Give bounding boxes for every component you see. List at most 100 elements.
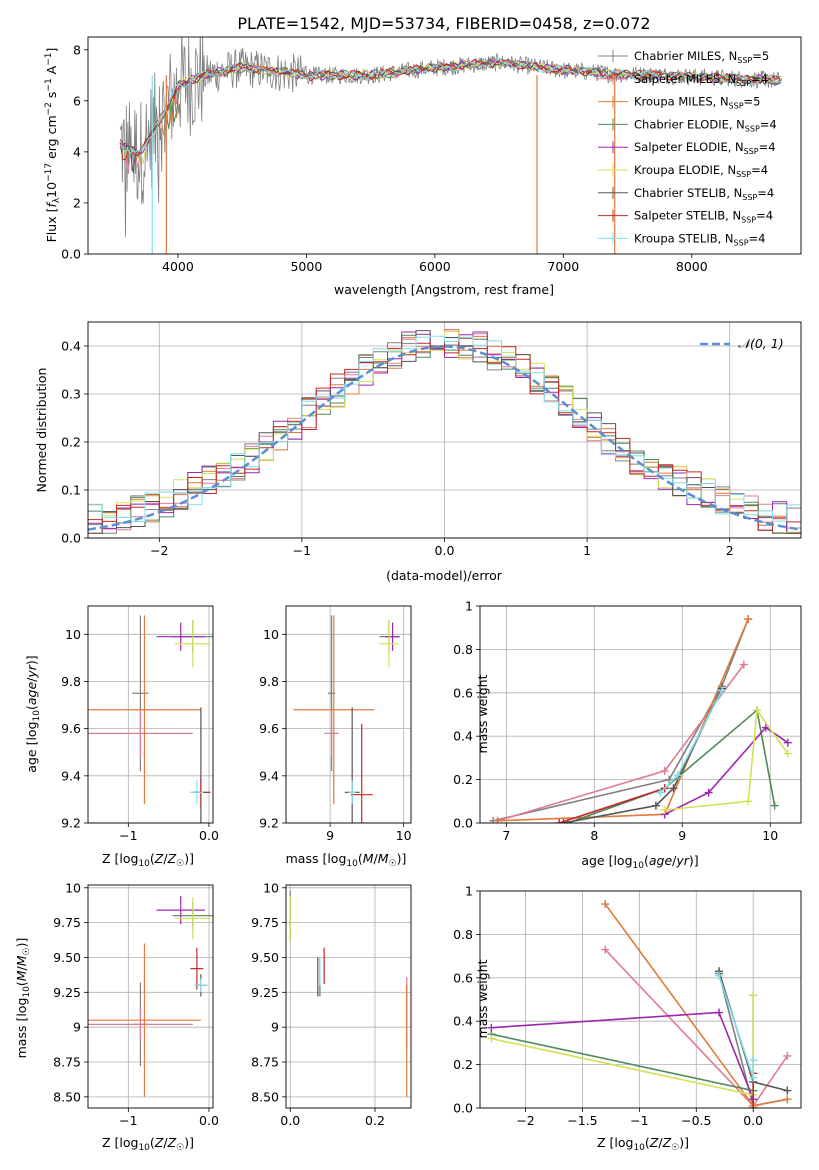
axes-frame — [87, 605, 214, 824]
x-tick-label: −1 — [119, 828, 137, 843]
spectrum-xlabel: wavelength [Angstrom, rest frame] — [334, 282, 554, 297]
residuals-xlabel: (data-model)/error — [386, 568, 503, 583]
weight-marker — [665, 775, 674, 784]
y-tick-label: 0.0 — [453, 1101, 473, 1116]
y-tick-label: 9.6 — [259, 721, 279, 736]
y-tick-label: 0.2 — [453, 772, 473, 787]
gaussian-legend-label: 𝒩(0, 1) — [738, 336, 784, 351]
errorbar-point — [194, 978, 208, 993]
weight-series — [487, 1008, 758, 1104]
errorbar-point — [293, 615, 375, 805]
y-tick-label: 0.6 — [453, 970, 473, 985]
mass-vs-ebv-panel: 0.0 0.2 8.50 8.75 9 9.25 9.50 9.75 10 — [251, 880, 412, 1128]
errorbar-point — [379, 620, 399, 668]
weight-marker — [704, 788, 713, 797]
x-tick-label: 0.2 — [365, 1113, 385, 1128]
y-tick-label: 0.8 — [453, 642, 473, 657]
mZ-ylabel: mass [log10(M/M☉)] — [14, 938, 32, 1059]
weight-marker — [770, 801, 779, 810]
weight-marker — [749, 1073, 758, 1082]
y-tick-label: 0.2 — [453, 1057, 473, 1072]
weight-marker — [783, 738, 792, 747]
weight-line — [664, 726, 789, 816]
mass_weight_vs_Z-ylabel: mass weight — [475, 959, 490, 1038]
axes-frame — [285, 884, 412, 1109]
x-tick-label: 9 — [326, 828, 334, 843]
errorbar-point — [175, 620, 211, 668]
weight-marker — [660, 805, 669, 814]
weight-series — [656, 686, 726, 797]
ageZ-ylabel: age [log10(age/yr)] — [24, 655, 42, 772]
x-tick-label: 9 — [678, 828, 686, 843]
y-tick-label: 0.8 — [453, 927, 473, 942]
histogram-step — [88, 337, 801, 531]
weight-marker — [715, 971, 724, 980]
spectrum-model-line — [119, 58, 781, 161]
weight-line — [493, 618, 749, 822]
spectrum-legend: Chabrier MILES, NSSP=5 Salpeter MILES, NS… — [598, 49, 777, 247]
spectrum-model-line — [119, 56, 781, 155]
x-tick-label: −1.5 — [567, 1113, 597, 1128]
weight-marker — [783, 749, 792, 758]
weight-line — [664, 707, 789, 811]
x-tick-label: 10 — [762, 828, 778, 843]
x-tick-label: −1 — [119, 1113, 137, 1128]
y-tick-label: 10 — [65, 627, 81, 642]
axes-frame — [87, 884, 214, 1109]
x-tick-label: −1 — [630, 1113, 648, 1128]
weight-marker — [717, 686, 726, 695]
weight-marker — [749, 1104, 758, 1108]
weight-marker — [744, 615, 753, 624]
weight-marker — [669, 784, 678, 793]
gaussian-curve — [88, 345, 799, 531]
ageZ-xlabel: Z [log10(Z/Z☉)] — [102, 851, 194, 869]
axes-frame — [479, 890, 802, 1109]
plot-area — [88, 615, 213, 823]
weight-line — [558, 787, 665, 823]
errorbar-point — [88, 943, 201, 1097]
legend-label: Salpeter STELIB, NSSP=4 — [634, 209, 773, 225]
y-tick-label: 9.25 — [53, 985, 81, 1000]
ageM-xlabel: mass [log10(M/M☉)] — [286, 851, 407, 869]
age-vs-metallicity-panel: −1 0.0 9.2 9.4 9.6 9.8 10 — [61, 605, 219, 843]
spectrum-panel: 4000 5000 6000 7000 8000 0.0 2 4 6 8 wavelength [A… — [61, 36, 802, 297]
weight-marker — [749, 1056, 758, 1065]
weight-marker — [673, 771, 682, 780]
x-tick-label: 0.0 — [280, 1113, 300, 1128]
x-tick-label: 8 — [590, 828, 598, 843]
weight-marker — [651, 801, 660, 810]
errorbar-point — [190, 947, 204, 990]
spectrum-ylabel: Flux [fλ10−17 erg cm−2 s−1 A−1] — [44, 48, 62, 243]
errorbar-point — [88, 615, 201, 805]
plot-area — [88, 896, 213, 1097]
weight-marker — [555, 819, 564, 823]
residuals-ylabel: Normed distribution — [34, 368, 49, 493]
y-tick-label: 0.3 — [61, 387, 81, 402]
plot-area — [487, 900, 792, 1108]
y-tick-label: 2 — [73, 195, 81, 210]
y-tick-label: 9.50 — [53, 950, 81, 965]
weight-marker — [601, 900, 610, 909]
figure-title: PLATE=1542, MJD=53734, FIBERID=0458, z=0… — [237, 14, 650, 33]
y-tick-label: 0.2 — [61, 435, 81, 450]
errorbar-point — [156, 622, 205, 651]
y-tick-label: 0.0 — [61, 531, 81, 546]
weight-marker — [744, 797, 753, 806]
y-tick-label: 0.4 — [61, 339, 81, 354]
legend-label: Kroupa ELODIE, NSSP=4 — [634, 163, 768, 179]
plot-area — [289, 890, 408, 1097]
plot-area — [88, 329, 801, 534]
weight-marker — [749, 991, 758, 1000]
weight-marker — [739, 660, 748, 669]
y-tick-label: 0.4 — [453, 729, 473, 744]
x-tick-label: 8000 — [676, 259, 708, 274]
legend-label: Chabrier MILES, NSSP=5 — [634, 49, 769, 65]
x-tick-label: 1 — [583, 543, 591, 558]
weight-series — [715, 971, 758, 1082]
axes-frame — [479, 605, 802, 824]
y-tick-label: 8 — [73, 42, 81, 57]
x-tick-label: 0.0 — [435, 543, 455, 558]
weight-marker — [783, 1095, 792, 1104]
